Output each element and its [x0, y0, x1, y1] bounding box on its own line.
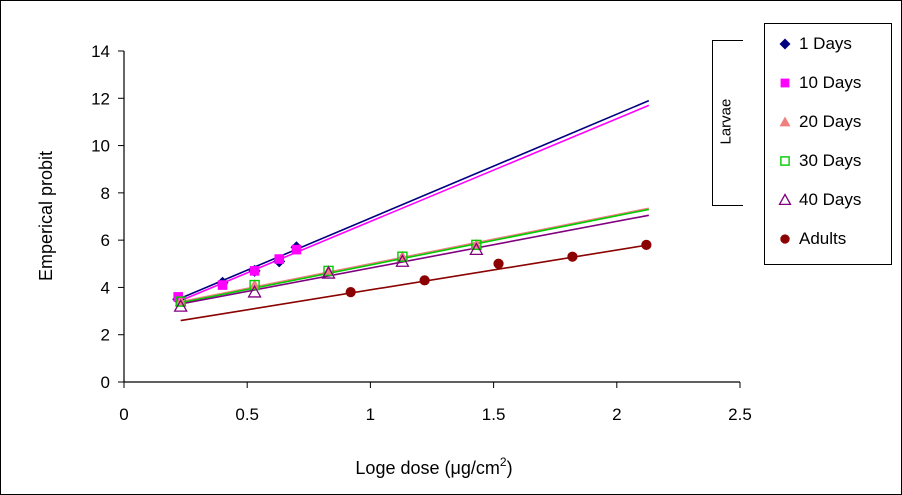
legend-marker-20-days	[779, 116, 791, 127]
y-tick-label: 6	[101, 231, 110, 250]
point-10-days	[217, 280, 228, 290]
larvae-label-text: Larvae	[717, 98, 735, 145]
point-10-days	[249, 266, 260, 276]
y-tick-label: 4	[101, 278, 110, 297]
legend-item-10-days: 10 Days	[765, 68, 891, 98]
legend-marker-shape	[780, 156, 790, 166]
legend-marker-1-days	[779, 38, 791, 50]
x-tick-label: 0	[119, 405, 128, 424]
x-tick-label: 2.5	[728, 405, 752, 424]
legend: 1 Days 10 Days 20 Days 30 Days 40 Days Adults	[764, 23, 892, 265]
x-axis-label-close: )	[507, 458, 513, 478]
y-tick-label: 8	[101, 184, 110, 203]
fit-line-10-days	[177, 104, 650, 303]
fit-line-1-days	[177, 99, 650, 300]
point-40-days	[247, 284, 262, 298]
x-tick-label: 2	[612, 405, 621, 424]
legend-label: Adults	[799, 229, 847, 248]
point-10-days	[291, 244, 302, 255]
markers	[172, 238, 652, 312]
point-30-days	[175, 296, 186, 307]
legend-marker-adults	[780, 234, 790, 244]
legend-item-30-days: 30 Days	[765, 146, 891, 176]
tick-labels: 0 2 4 6 8 10 12 14 0 0.5 1 1.5 2 2.5	[91, 42, 752, 424]
x-tick-label: 1	[366, 405, 375, 424]
point-30-days	[249, 279, 260, 291]
legend-label: 10 Days	[799, 73, 862, 92]
legend-item-20-days: 20 Days	[765, 107, 891, 137]
axes	[118, 50, 741, 388]
legend-marker-shape	[780, 78, 790, 88]
x-axis-label-main: Loge dose (	[355, 458, 450, 478]
point-10-days	[274, 254, 285, 264]
x-axis-label-unit: μg/cm	[451, 458, 500, 478]
legend-marker-30-days	[780, 156, 790, 166]
fit-lines	[177, 99, 650, 322]
point-40-days	[395, 254, 410, 267]
y-tick-label: 10	[91, 137, 110, 156]
legend-marker-shape	[779, 116, 791, 127]
x-axis-label-sup: 2	[500, 455, 507, 469]
x-tick-label: 0.5	[235, 405, 259, 424]
legend-label: 20 Days	[799, 112, 862, 131]
y-tick-label: 12	[91, 89, 110, 108]
legend-label: 40 Days	[799, 190, 862, 209]
point-40-days	[321, 265, 336, 279]
x-axis-label: Loge dose (μg/cm2)	[355, 455, 512, 478]
point-adults	[345, 287, 356, 298]
larvae-bracket	[712, 40, 743, 206]
point-adults	[641, 239, 652, 250]
point-30-days	[397, 251, 408, 262]
y-axis-label: Emperical probit	[36, 151, 56, 281]
larvae-label: Larvae	[716, 98, 736, 145]
point-adults	[493, 258, 504, 269]
legend-marker-shape	[779, 38, 791, 50]
legend-marker-shape	[780, 234, 790, 244]
point-40-days	[173, 299, 188, 312]
point-40-days	[469, 242, 484, 256]
point-20-days	[248, 279, 261, 290]
legend-item-1-days: 1 Days	[765, 29, 891, 59]
y-tick-label: 14	[91, 42, 110, 61]
legend-label: 30 Days	[799, 151, 862, 170]
legend-item-adults: Adults	[765, 224, 891, 254]
legend-label: 1 Days	[799, 34, 852, 53]
point-adults	[419, 275, 430, 286]
point-30-days	[471, 239, 482, 251]
y-tick-label: 2	[101, 326, 110, 345]
fit-line-40-days	[180, 214, 649, 305]
legend-marker-40-days	[778, 193, 792, 206]
legend-marker-10-days	[780, 78, 790, 88]
x-tick-label: 1.5	[482, 405, 506, 424]
legend-marker-shape	[778, 193, 792, 206]
y-tick-label: 0	[101, 373, 110, 392]
point-adults	[567, 251, 578, 262]
legend-item-40-days: 40 Days	[765, 185, 891, 215]
